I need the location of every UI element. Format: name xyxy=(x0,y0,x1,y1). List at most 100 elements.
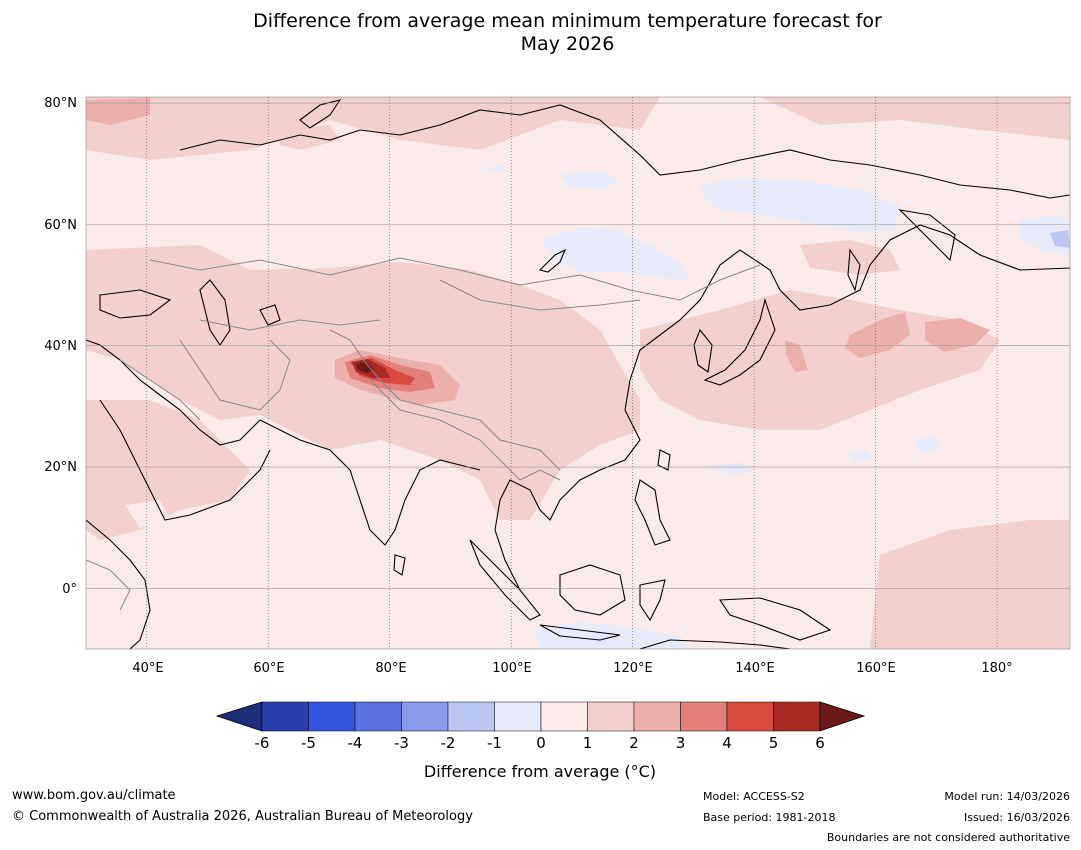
border-kazakhstan xyxy=(199,319,381,331)
colorbar-bin-5-to-6 xyxy=(773,701,821,732)
website-link[interactable]: www.bom.gov.au/climate xyxy=(12,788,176,803)
coastline-java xyxy=(539,624,621,641)
border-southeast-asia xyxy=(499,459,561,481)
lon-label-160e: 160°E xyxy=(856,661,896,676)
colorbar-tick-label: 3 xyxy=(676,734,686,752)
coastline-india xyxy=(259,419,481,546)
colorbar-bin--3-to--2 xyxy=(401,701,449,732)
colorbar-bin--6-to--5 xyxy=(261,701,309,732)
colorbar: -6 -5 -4 -3 -2 -1 0 1 2 3 4 5 6 Difference from aver… xyxy=(215,701,866,781)
country-borders xyxy=(86,257,761,611)
border-russia-south xyxy=(149,257,761,301)
border-africa xyxy=(86,559,131,611)
model-run-text: Model run: 14/03/2026 xyxy=(944,790,1070,803)
colorbar-tick-label: 0 xyxy=(536,734,546,752)
border-iran xyxy=(179,339,291,411)
border-china-west xyxy=(329,329,561,471)
coastline-borneo xyxy=(559,564,626,616)
lat-label-60n: 60°N xyxy=(44,218,77,233)
coastline-new-guinea xyxy=(719,597,832,641)
copyright-text: © Commonwealth of Australia 2026, Austra… xyxy=(12,809,473,824)
coastline-japan xyxy=(703,298,776,386)
lon-label-60e: 60°E xyxy=(253,661,284,676)
coastline-caspian xyxy=(199,279,231,346)
colorbar-bin--2-to--1 xyxy=(447,701,495,732)
border-mongolia xyxy=(439,279,641,311)
colorbar-bin--5-to--4 xyxy=(308,701,356,732)
lon-label-80e: 80°E xyxy=(375,661,406,676)
lon-label-180: 180° xyxy=(981,661,1012,676)
colorbar-bin-1-to-2 xyxy=(587,701,635,732)
anomaly-region-cool-pacific-1 xyxy=(710,462,755,476)
colorbar-tick-label: -5 xyxy=(301,734,316,752)
anomaly-region-cool-siberia xyxy=(700,178,900,232)
colorbar-extend-high xyxy=(819,701,866,732)
colorbar-tick-label: 2 xyxy=(629,734,639,752)
colorbar-tick-label: 4 xyxy=(722,734,732,752)
coastline-siberia-north xyxy=(179,104,1070,199)
coastline-taiwan xyxy=(657,449,671,471)
colorbar-bin-2-to-3 xyxy=(633,701,681,732)
coastline-sri-lanka xyxy=(393,554,406,576)
colorbar-tick-label: -2 xyxy=(441,734,456,752)
coastline-red-sea xyxy=(99,399,271,521)
coastline-black-sea xyxy=(99,289,172,319)
map-frame xyxy=(85,96,1071,650)
border-middle-east xyxy=(119,359,201,421)
coastline-kamchatka xyxy=(898,209,956,262)
anomaly-region-warm-pacific-2 xyxy=(925,318,990,352)
anomaly-region-cold-kamchatka xyxy=(1050,230,1070,248)
anomaly-contours xyxy=(86,97,1070,649)
map-axes: 80°N 60°N 40°N 20°N 0° 40°E 60°E 80°E 10… xyxy=(44,96,1012,676)
anomaly-region-cool-siberia-north xyxy=(486,165,506,173)
colorbar-tick-label: -1 xyxy=(487,734,502,752)
colorbar-tick-label: 5 xyxy=(769,734,779,752)
lon-label-40e: 40°E xyxy=(132,661,163,676)
coastline-baikal xyxy=(538,248,567,273)
anomaly-region-warm-japan xyxy=(785,340,808,372)
lat-label-80n: 80°N xyxy=(44,96,77,111)
coastline-africa xyxy=(86,519,151,649)
coastline-philippines xyxy=(634,479,671,546)
colorbar-bin-0-to-1 xyxy=(540,701,588,732)
lon-label-100e: 100°E xyxy=(492,661,532,676)
coastline-arabia xyxy=(86,339,261,446)
model-text: Model: ACCESS-S2 xyxy=(703,790,805,803)
colorbar-bins xyxy=(261,701,821,732)
colorbar-tick-labels: -6 -5 -4 -3 -2 -1 0 1 2 3 4 5 6 xyxy=(255,734,825,752)
anomaly-region-north-west xyxy=(86,97,660,160)
colorbar-tick-label: 1 xyxy=(583,734,593,752)
colorbar-extend-low xyxy=(215,701,263,732)
colorbar-tick-label: -6 xyxy=(255,734,270,752)
title-line-2: May 2026 xyxy=(520,33,615,55)
anomaly-region-cool-mongolia xyxy=(540,228,690,280)
colorbar-tick-label: -4 xyxy=(348,734,363,752)
anomaly-region-cool-pacific-3 xyxy=(915,437,940,452)
anomaly-region-warm-pacific-1 xyxy=(845,312,910,358)
anomaly-region-warm-arctic-sea xyxy=(280,125,340,150)
anomaly-region-east-asia xyxy=(640,290,1000,430)
coastline-aral xyxy=(259,304,281,326)
anomaly-region-cool-arctic xyxy=(560,170,620,190)
colorbar-bin-3-to-4 xyxy=(680,701,728,732)
coastlines xyxy=(86,99,1070,649)
colorbar-label: Difference from average (°C) xyxy=(424,762,656,781)
anomaly-region-siberia-east xyxy=(800,240,900,275)
colorbar-tick-label: -3 xyxy=(394,734,409,752)
coastline-sulawesi xyxy=(639,579,666,622)
coastline-novaya-zemlya xyxy=(299,99,342,129)
anomaly-region-arctic-west xyxy=(86,98,150,125)
coastline-korea xyxy=(693,328,713,373)
anomaly-region-arctic-east xyxy=(760,97,1070,140)
coastline-sumatra xyxy=(469,539,541,621)
disclaimer-text: Boundaries are not considered authoritat… xyxy=(826,831,1070,844)
colorbar-bin--4-to--3 xyxy=(354,701,402,732)
coastline-australia-north xyxy=(639,639,791,649)
anomaly-region-tibet-peak xyxy=(356,362,374,373)
lat-label-40n: 40°N xyxy=(44,339,77,354)
lat-label-20n: 20°N xyxy=(44,460,77,475)
graticule xyxy=(86,97,1070,649)
chart-title: Difference from average mean minimum tem… xyxy=(0,10,1081,56)
colorbar-tick-label: 6 xyxy=(815,734,825,752)
